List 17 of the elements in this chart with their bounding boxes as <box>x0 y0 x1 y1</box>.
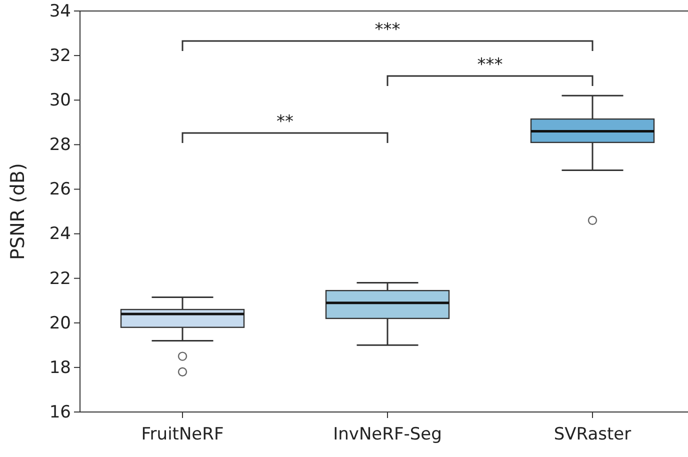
x-tick-label: InvNeRF-Seg <box>333 424 442 445</box>
y-tick-label: 24 <box>49 224 71 244</box>
x-tick-label: FruitNeRF <box>141 424 224 445</box>
y-tick-label: 16 <box>49 402 71 422</box>
annotation: *** <box>477 55 503 75</box>
y-tick-label: 20 <box>49 313 71 334</box>
y-axis-title: PSNR (dB) <box>7 163 29 260</box>
y-tick-label: 26 <box>49 180 71 200</box>
x-tick-label: SVRaster <box>554 424 632 445</box>
annotation: *** <box>374 20 400 40</box>
y-tick-label: 28 <box>49 135 71 156</box>
y-tick-label: 34 <box>49 1 71 22</box>
y-tick-label: 30 <box>49 90 71 111</box>
y-tick-label: 18 <box>49 358 71 378</box>
y-tick-label: 22 <box>49 268 71 289</box>
y-tick-label: 32 <box>49 46 71 66</box>
annotation: ** <box>276 112 294 132</box>
